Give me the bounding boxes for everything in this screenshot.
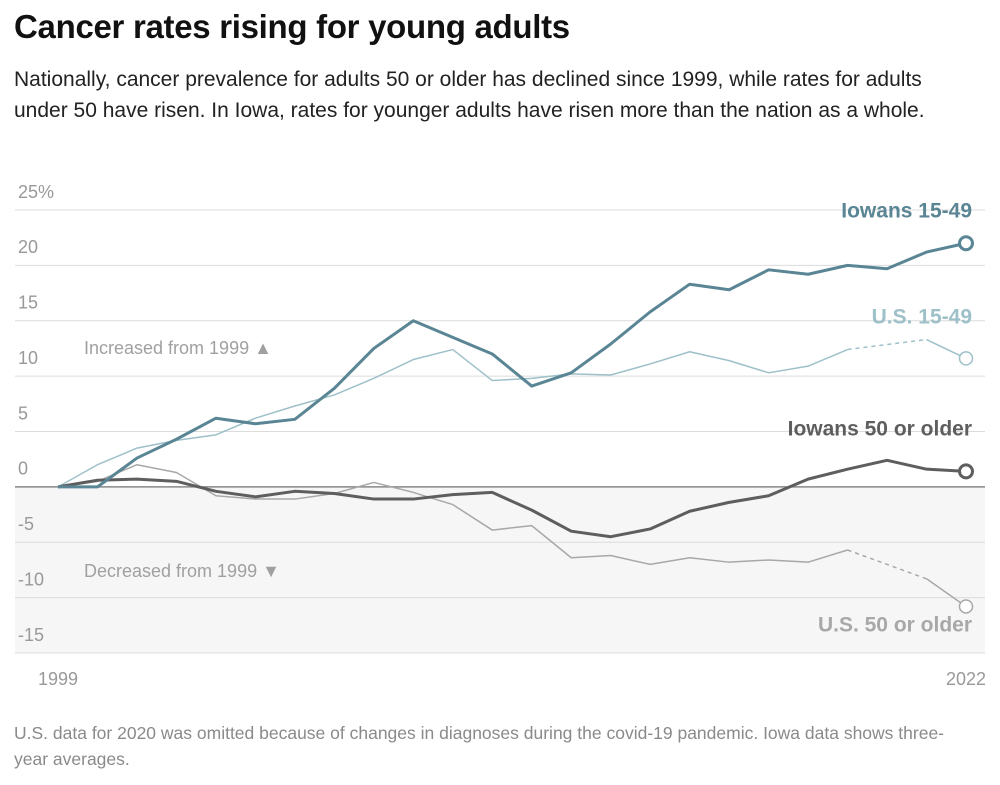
y-tick-label: 20 [18,237,38,257]
series-line [58,241,967,489]
y-tick-label: -10 [18,569,44,589]
series-line [926,338,967,360]
x-tick-label: 1999 [38,669,78,689]
chart-title: Cancer rates rising for young adults [14,8,570,45]
gap-connector [847,549,927,580]
chart-note: U.S. data for 2020 was omitted because o… [14,723,945,769]
y-tick-label: 0 [18,459,28,479]
y-tick-label: 25% [18,182,54,202]
series-line [57,463,848,566]
y-tick-label: 15 [18,293,38,313]
y-tick-label: -15 [18,625,44,645]
annotation: Decreased from 1999 ▼ [84,561,280,581]
gap-connector [847,338,927,351]
series-line [57,458,967,539]
y-tick-label: 5 [18,403,28,423]
end-marker [958,351,974,366]
series-label: Iowans 15-49 [841,200,972,223]
x-tick-label: 2022 [946,669,986,689]
series-label: U.S. 15-49 [872,306,972,329]
end-marker [958,235,974,252]
series-line [57,348,848,488]
series-label: U.S. 50 or older [818,614,972,637]
y-tick-label: -5 [18,514,34,534]
annotation: Increased from 1999 ▲ [84,338,272,358]
y-tick-label: 10 [18,348,38,368]
series-label: Iowans 50 or older [788,418,972,441]
end-marker [958,463,974,480]
end-marker [958,599,974,614]
series-line [926,578,967,608]
negative-region [15,486,985,653]
chart-subtitle: Nationally, cancer prevalence for adults… [14,68,925,122]
